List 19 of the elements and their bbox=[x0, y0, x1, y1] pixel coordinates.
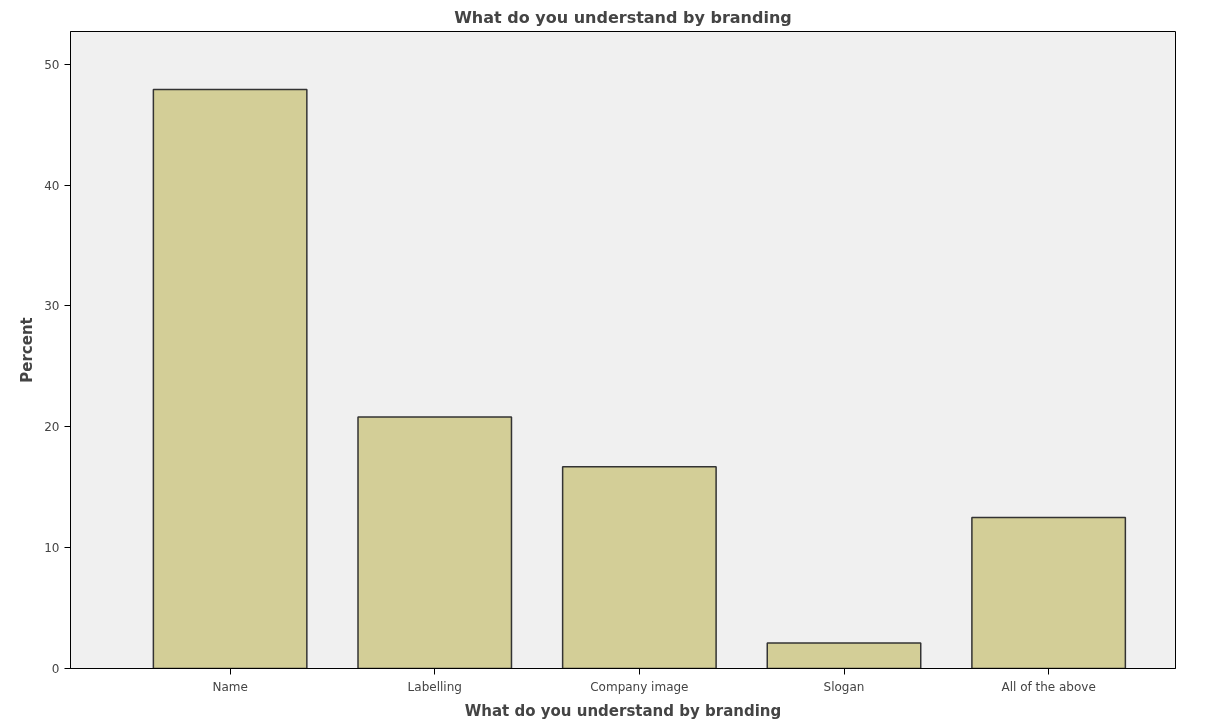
bar bbox=[561, 465, 717, 669]
bar bbox=[971, 516, 1127, 669]
y-tick-label: 50 bbox=[44, 57, 60, 72]
chart-title: What do you understand by branding bbox=[454, 7, 792, 27]
bar bbox=[766, 642, 922, 669]
x-axis-title: What do you understand by branding bbox=[464, 701, 782, 720]
bar bbox=[152, 88, 308, 669]
y-tick-label: 10 bbox=[44, 541, 60, 556]
y-axis-title: Percent bbox=[18, 317, 37, 383]
x-tick-label: All of the above bbox=[1001, 679, 1096, 694]
bar bbox=[357, 416, 513, 669]
y-tick-label: 40 bbox=[44, 178, 60, 193]
x-tick-label: Slogan bbox=[823, 679, 865, 694]
x-tick-label: Company image bbox=[590, 679, 689, 694]
y-tick-label: 30 bbox=[44, 299, 60, 314]
x-tick-label: Labelling bbox=[407, 679, 462, 694]
y-tick-label: 0 bbox=[51, 662, 60, 676]
x-tick-label: Name bbox=[212, 679, 248, 694]
y-tick-label: 20 bbox=[44, 420, 60, 435]
